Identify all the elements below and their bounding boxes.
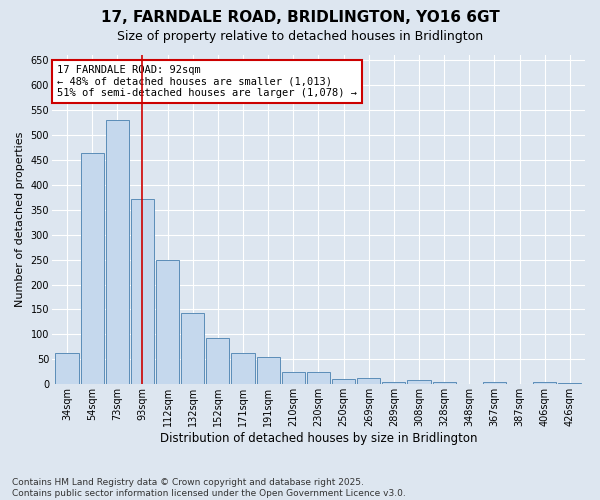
Bar — [533, 382, 556, 384]
Bar — [257, 357, 280, 384]
Bar — [282, 372, 305, 384]
Text: Size of property relative to detached houses in Bridlington: Size of property relative to detached ho… — [117, 30, 483, 43]
Bar — [332, 380, 355, 384]
Bar — [483, 382, 506, 384]
Bar — [433, 382, 456, 384]
Bar — [307, 372, 330, 384]
Bar — [55, 354, 79, 384]
Bar — [131, 198, 154, 384]
Bar — [357, 378, 380, 384]
Bar — [407, 380, 431, 384]
Bar — [206, 338, 229, 384]
Bar — [80, 154, 104, 384]
Text: 17, FARNDALE ROAD, BRIDLINGTON, YO16 6GT: 17, FARNDALE ROAD, BRIDLINGTON, YO16 6GT — [101, 10, 499, 25]
Text: Contains HM Land Registry data © Crown copyright and database right 2025.
Contai: Contains HM Land Registry data © Crown c… — [12, 478, 406, 498]
X-axis label: Distribution of detached houses by size in Bridlington: Distribution of detached houses by size … — [160, 432, 477, 445]
Bar — [232, 353, 254, 384]
Y-axis label: Number of detached properties: Number of detached properties — [15, 132, 25, 308]
Bar — [559, 383, 581, 384]
Bar — [382, 382, 406, 384]
Bar — [156, 260, 179, 384]
Bar — [181, 314, 205, 384]
Text: 17 FARNDALE ROAD: 92sqm
← 48% of detached houses are smaller (1,013)
51% of semi: 17 FARNDALE ROAD: 92sqm ← 48% of detache… — [57, 65, 357, 98]
Bar — [106, 120, 129, 384]
